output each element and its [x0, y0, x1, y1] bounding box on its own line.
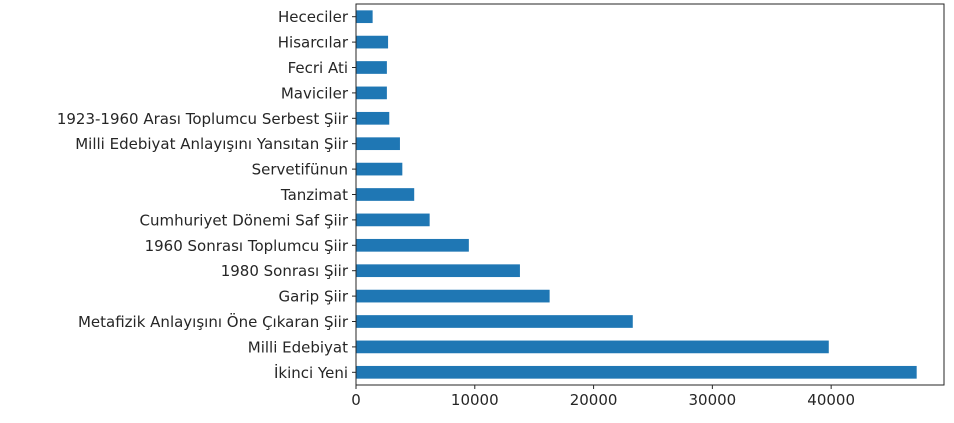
- y-tick-label: Milli Edebiyat Anlayışını Yansıtan Şiir: [75, 135, 349, 153]
- bar: [356, 365, 917, 379]
- y-tick-label: Servetifünun: [252, 161, 348, 179]
- x-tick-label: 20000: [570, 391, 618, 409]
- bar: [356, 238, 469, 252]
- plot-frame: [355, 3, 945, 386]
- y-tick-label: Hisarcılar: [278, 34, 349, 52]
- x-axis-ticks: 0 10000 20000 30000 40000: [351, 385, 855, 409]
- bar: [356, 162, 403, 176]
- bar: [356, 289, 550, 303]
- x-tick-label: 10000: [451, 391, 499, 409]
- y-tick-label: Milli Edebiyat: [248, 338, 348, 356]
- y-tick-label: Garip Şiir: [279, 288, 349, 306]
- bar: [356, 213, 430, 227]
- y-tick-label: 1960 Sonrası Toplumcu Şiir: [145, 237, 349, 255]
- bar: [356, 340, 829, 354]
- bar: [356, 35, 389, 49]
- y-tick-label: İkinci Yeni: [274, 363, 348, 382]
- bar: [356, 86, 387, 100]
- bars-group: [356, 10, 917, 379]
- y-tick-label: Tanzimat: [280, 186, 348, 204]
- bar: [356, 10, 373, 24]
- x-tick-label: 30000: [689, 391, 737, 409]
- bar: [356, 61, 387, 74]
- y-tick-label: Hececiler: [278, 8, 349, 26]
- bar: [356, 188, 415, 201]
- bar: [356, 111, 390, 125]
- bar: [356, 264, 520, 278]
- y-tick-label: Maviciler: [281, 84, 349, 102]
- y-tick-label: Cumhuriyet Dönemi Saf Şiir: [140, 211, 349, 229]
- y-tick-label: Fecri Ati: [288, 59, 348, 77]
- bar: [356, 137, 400, 151]
- y-axis-ticks: Hececiler Hisarcılar Fecri Ati Maviciler 192…: [57, 8, 356, 382]
- y-tick-label: 1923-1960 Arası Toplumcu Serbest Şiir: [57, 110, 349, 128]
- x-tick-label: 0: [351, 391, 361, 409]
- x-tick-label: 40000: [807, 391, 855, 409]
- bar: [356, 315, 633, 328]
- y-tick-label: Metafizik Anlayışını Öne Çıkaran Şiir: [78, 312, 349, 331]
- y-tick-label: 1980 Sonrası Şiir: [221, 262, 349, 280]
